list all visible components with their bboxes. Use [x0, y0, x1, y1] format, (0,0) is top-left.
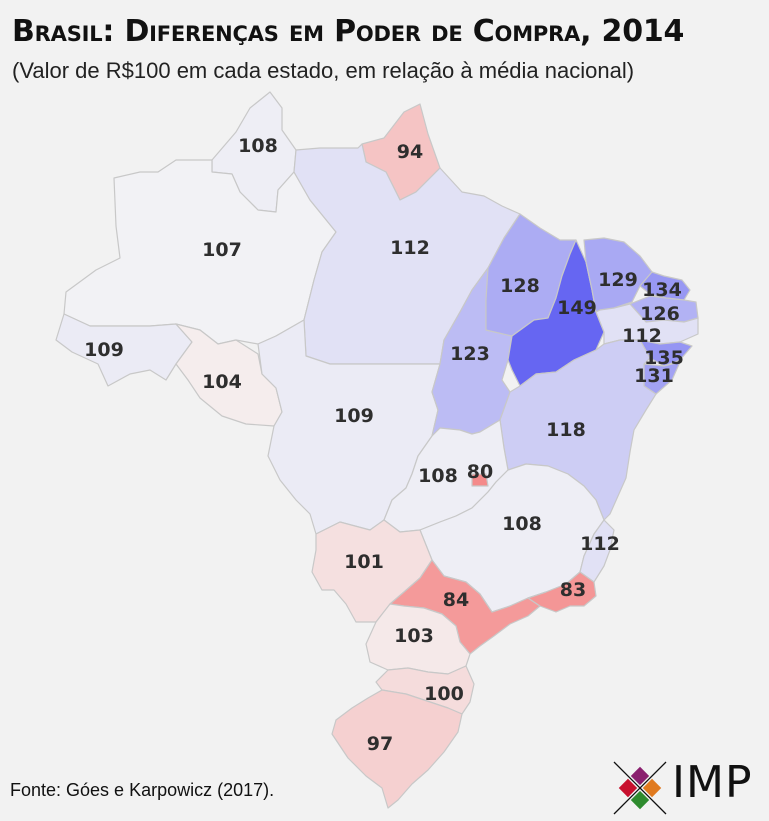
label-AC: 109 — [84, 339, 124, 361]
label-RS: 97 — [367, 733, 393, 755]
label-SE: 131 — [634, 365, 674, 387]
state-RS — [331, 689, 463, 809]
label-SC: 100 — [424, 683, 464, 705]
label-AP: 94 — [397, 141, 423, 163]
source-note: Fonte: Góes e Karpowicz (2017). — [10, 780, 275, 800]
label-DF: 80 — [467, 461, 493, 483]
label-PR: 103 — [394, 625, 434, 647]
chart-title: Brasil: Diferenças em Poder de Compra, 2… — [12, 14, 685, 49]
label-ES: 112 — [580, 533, 620, 555]
label-MG: 108 — [502, 513, 542, 535]
label-RO: 104 — [202, 371, 242, 393]
logo-text: IMP — [672, 757, 753, 808]
label-MT: 109 — [334, 405, 374, 427]
label-RJ: 83 — [560, 579, 586, 601]
label-PA: 112 — [390, 237, 430, 259]
imp-logo-icon — [613, 761, 667, 815]
label-AL: 135 — [644, 347, 684, 369]
label-RN: 134 — [642, 279, 682, 301]
label-RR: 108 — [238, 135, 278, 157]
label-PB: 126 — [640, 303, 680, 325]
label-MS: 101 — [344, 551, 384, 573]
state-RN — [639, 271, 691, 301]
label-BA: 118 — [546, 419, 586, 441]
state-AM — [63, 159, 337, 345]
state-DF — [471, 473, 489, 487]
state-AL — [639, 339, 693, 367]
label-CE: 129 — [598, 269, 638, 291]
label-MA: 128 — [500, 275, 540, 297]
label-GO: 108 — [418, 465, 458, 487]
state-AC — [55, 313, 193, 387]
label-PI: 149 — [557, 297, 597, 319]
label-PE: 112 — [622, 325, 662, 347]
chart-subtitle: (Valor de R$100 em cada estado, em relaç… — [12, 58, 635, 83]
label-SP: 84 — [443, 589, 469, 611]
label-AM: 107 — [202, 239, 242, 261]
label-TO: 123 — [450, 343, 490, 365]
state-RJ — [527, 571, 597, 613]
state-PR — [365, 603, 471, 675]
